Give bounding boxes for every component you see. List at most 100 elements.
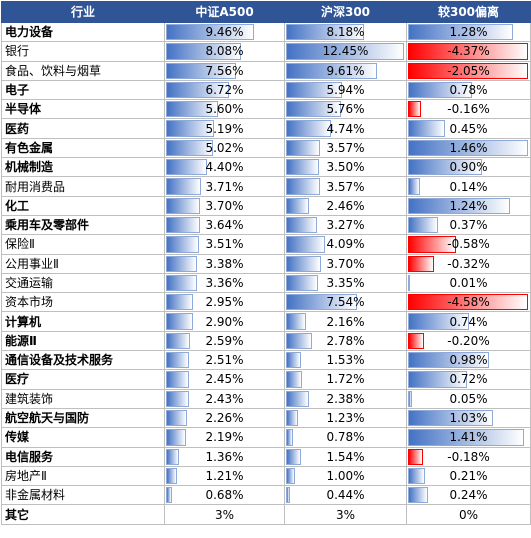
csi-a500-value: 3.38% (205, 256, 244, 271)
table-row: 通信设备及技术服务 2.51% 1.53% 0.98% (1, 350, 531, 371)
industry-name: 房地产Ⅱ (1, 465, 165, 487)
table-row: 建筑装饰 2.43% 2.38% 0.05% (1, 388, 531, 409)
hs300-cell: 7.54% (284, 292, 407, 313)
deviation-value: 1.28% (449, 25, 488, 40)
csi-a500-value: 0.68% (205, 488, 244, 503)
deviation-cell: 0.37% (406, 214, 531, 236)
csi-a500-value: 3.70% (205, 198, 244, 213)
csi-a500-value: 3.71% (205, 179, 244, 194)
industry-name: 乘用车及零部件 (1, 214, 165, 236)
hs300-value: 3% (284, 504, 407, 525)
header-industry: 行业 (1, 1, 165, 23)
hs300-bar (286, 390, 309, 407)
csi-a500-bar (166, 159, 207, 176)
deviation-cell: 0.01% (406, 272, 531, 294)
table-row: 医药 5.19% 4.74% 0.45% (1, 118, 531, 139)
hs300-value: 4.09% (326, 237, 365, 252)
table-row: 房地产Ⅱ 1.21% 1.00% 0.21% (1, 465, 531, 487)
deviation-cell: -0.58% (406, 234, 531, 255)
csi-a500-bar (166, 139, 213, 157)
hs300-bar (286, 313, 307, 330)
hs300-bar (286, 274, 318, 292)
deviation-value: 0.45% (449, 121, 488, 136)
deviation-value: -0.20% (447, 333, 490, 348)
hs300-bar (286, 429, 294, 446)
industry-name: 交通运输 (1, 272, 165, 294)
deviation-value: 0.01% (449, 276, 488, 290)
deviation-bar (408, 294, 528, 311)
hs300-value: 5.94% (326, 83, 365, 98)
hs300-cell: 2.46% (284, 195, 407, 216)
csi-a500-value: 5.02% (205, 140, 244, 155)
industry-name: 有色金属 (1, 137, 165, 159)
csi-a500-bar (166, 24, 255, 41)
hs300-bar (286, 352, 301, 369)
hs300-value: 2.38% (326, 391, 365, 406)
deviation-value: 1.41% (449, 430, 488, 445)
table-row: 化工 3.70% 2.46% 1.24% (1, 195, 531, 216)
industry-name: 资本市场 (1, 292, 165, 313)
csi-a500-bar (166, 255, 198, 272)
table-row: 交通运输 3.36% 3.35% 0.01% (1, 272, 531, 294)
industry-name: 耐用消费品 (1, 176, 165, 197)
hs300-bar (286, 101, 341, 118)
deviation-value: 1.46% (449, 140, 488, 155)
csi-a500-value: 7.56% (205, 63, 244, 78)
hs300-cell: 0.78% (284, 427, 407, 448)
hs300-bar (286, 216, 317, 234)
hs300-value: 3.35% (326, 276, 365, 290)
deviation-cell: 0.21% (406, 465, 531, 487)
csi-a500-cell: 2.19% (164, 427, 285, 448)
csi-a500-bar (166, 120, 215, 137)
csi-a500-bar (166, 43, 242, 60)
deviation-bar (408, 178, 420, 195)
industry-name: 能源Ⅱ (1, 330, 165, 352)
table-row: 电力设备 9.46% 8.18% 1.28% (1, 21, 531, 43)
hs300-value: 5.76% (326, 102, 365, 117)
deviation-cell: 0.14% (406, 176, 531, 197)
csi-a500-bar (166, 236, 199, 253)
deviation-cell: -2.05% (406, 60, 531, 81)
hs300-value: 3.57% (326, 179, 365, 194)
industry-name: 半导体 (1, 99, 165, 120)
industry-name: 银行 (1, 41, 165, 62)
csi-a500-cell: 3.51% (164, 234, 285, 255)
hs300-cell: 8.18% (284, 21, 407, 43)
csi-a500-bar (166, 294, 194, 311)
csi-a500-cell: 5.19% (164, 118, 285, 139)
deviation-cell: -4.37% (406, 41, 531, 62)
hs300-cell: 3.57% (284, 176, 407, 197)
hs300-cell: 4.09% (284, 234, 407, 255)
hs300-bar (286, 178, 320, 195)
industry-name: 电力设备 (1, 21, 165, 43)
deviation-value: 0.37% (449, 218, 488, 233)
csi-a500-value: 2.51% (205, 353, 244, 368)
deviation-bar (408, 390, 413, 407)
csi-a500-cell: 2.90% (164, 311, 285, 332)
hs300-bar (286, 120, 331, 137)
deviation-bar (408, 236, 456, 253)
deviation-bar (408, 120, 445, 137)
industry-name: 医药 (1, 118, 165, 139)
industry-name: 通信设备及技术服务 (1, 350, 165, 371)
deviation-cell: 0.74% (406, 311, 531, 332)
hs300-value: 9.61% (326, 63, 365, 78)
industry-name: 电信服务 (1, 446, 165, 467)
industry-name: 机械制造 (1, 157, 165, 178)
deviation-bar (408, 216, 439, 234)
csi-a500-value: 2.45% (205, 372, 244, 387)
deviation-bar (408, 467, 426, 485)
hs300-cell: 2.78% (284, 330, 407, 352)
csi-a500-cell: 7.56% (164, 60, 285, 81)
table-row: 航空航天与国防 2.26% 1.23% 1.03% (1, 407, 531, 429)
csi-a500-cell: 3.64% (164, 214, 285, 236)
csi-a500-cell: 2.43% (164, 388, 285, 409)
industry-name: 食品、饮料与烟草 (1, 60, 165, 81)
csi-a500-bar (166, 81, 229, 99)
industry-name: 电子 (1, 79, 165, 101)
deviation-value: 0.74% (449, 314, 488, 329)
deviation-bar (408, 429, 524, 446)
deviation-value: 0.05% (449, 391, 488, 406)
deviation-cell: 0.90% (406, 157, 531, 178)
hs300-bar (286, 24, 364, 41)
